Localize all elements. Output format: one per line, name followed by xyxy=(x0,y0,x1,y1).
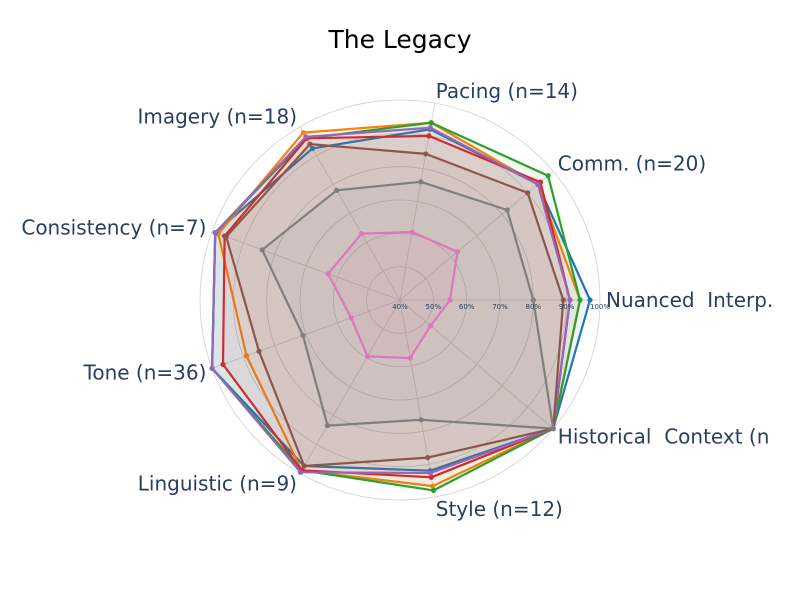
data-point xyxy=(334,187,340,193)
data-point xyxy=(243,353,250,359)
data-point xyxy=(259,247,265,253)
category-label: Pacing (n=14) xyxy=(436,79,578,103)
data-point xyxy=(430,483,436,489)
category-label: Tone (n=36) xyxy=(83,361,207,385)
data-point xyxy=(364,353,371,359)
axis-spoke xyxy=(399,299,554,429)
data-point xyxy=(300,332,306,338)
category-label: Style (n=12) xyxy=(436,497,563,521)
category-label: Comm. (n=20) xyxy=(558,152,706,176)
r-tick-label: 40% xyxy=(392,303,408,311)
data-point xyxy=(423,151,429,157)
data-point xyxy=(348,315,354,321)
category-label: Linguistic (n=9) xyxy=(138,472,297,496)
axis-spoke xyxy=(299,299,401,474)
data-point xyxy=(577,297,583,303)
r-tick-label: 60% xyxy=(459,303,475,311)
data-point xyxy=(428,474,434,480)
data-point xyxy=(223,234,229,240)
series-area xyxy=(225,143,565,468)
data-point xyxy=(209,365,215,372)
data-point xyxy=(256,348,262,354)
data-point xyxy=(430,487,437,493)
data-point xyxy=(418,417,424,423)
axis-spoke xyxy=(211,299,401,369)
data-point xyxy=(297,469,304,475)
series-area xyxy=(221,134,572,479)
data-point xyxy=(427,125,433,131)
data-point xyxy=(504,207,510,213)
data-point xyxy=(309,145,316,152)
data-point xyxy=(560,297,566,303)
chart-title: The Legacy xyxy=(327,25,471,54)
data-point xyxy=(447,297,453,303)
data-point xyxy=(427,470,434,476)
data-point xyxy=(587,297,593,303)
data-point xyxy=(530,297,536,303)
data-point xyxy=(212,230,218,236)
r-tick-label: 50% xyxy=(426,303,442,311)
series-area xyxy=(261,180,555,430)
category-label: Nuanced Interp. xyxy=(606,288,773,312)
data-point xyxy=(535,181,541,187)
data-point xyxy=(307,141,313,147)
axis-spoke xyxy=(211,231,401,301)
data-point xyxy=(407,355,413,361)
data-point xyxy=(359,231,365,237)
data-point xyxy=(426,133,432,139)
data-point xyxy=(454,249,461,255)
series-area xyxy=(211,126,572,475)
data-point xyxy=(301,463,307,469)
data-point xyxy=(300,129,306,136)
series-area xyxy=(326,230,459,360)
data-point xyxy=(428,323,434,329)
data-point xyxy=(428,120,434,126)
data-point xyxy=(418,179,424,185)
axis-spoke xyxy=(399,299,436,498)
r-tick-label: 100% xyxy=(590,303,610,311)
r-tick-label: 80% xyxy=(526,303,542,311)
r-tick-label: 90% xyxy=(559,303,575,311)
data-point xyxy=(550,425,556,432)
data-point xyxy=(324,422,331,429)
category-label: Consistency (n=7) xyxy=(21,215,206,239)
data-point xyxy=(425,454,431,461)
data-point xyxy=(220,361,226,368)
category-label: Imagery (n=18) xyxy=(137,104,297,128)
data-point xyxy=(525,190,531,196)
r-tick-label: 70% xyxy=(492,303,508,311)
data-point xyxy=(567,297,573,303)
data-point xyxy=(409,229,415,235)
axis-spoke xyxy=(299,126,401,301)
data-point xyxy=(303,134,309,140)
data-point xyxy=(545,173,551,179)
data-point xyxy=(325,271,331,277)
category-label: Historical Context (n xyxy=(558,424,770,448)
